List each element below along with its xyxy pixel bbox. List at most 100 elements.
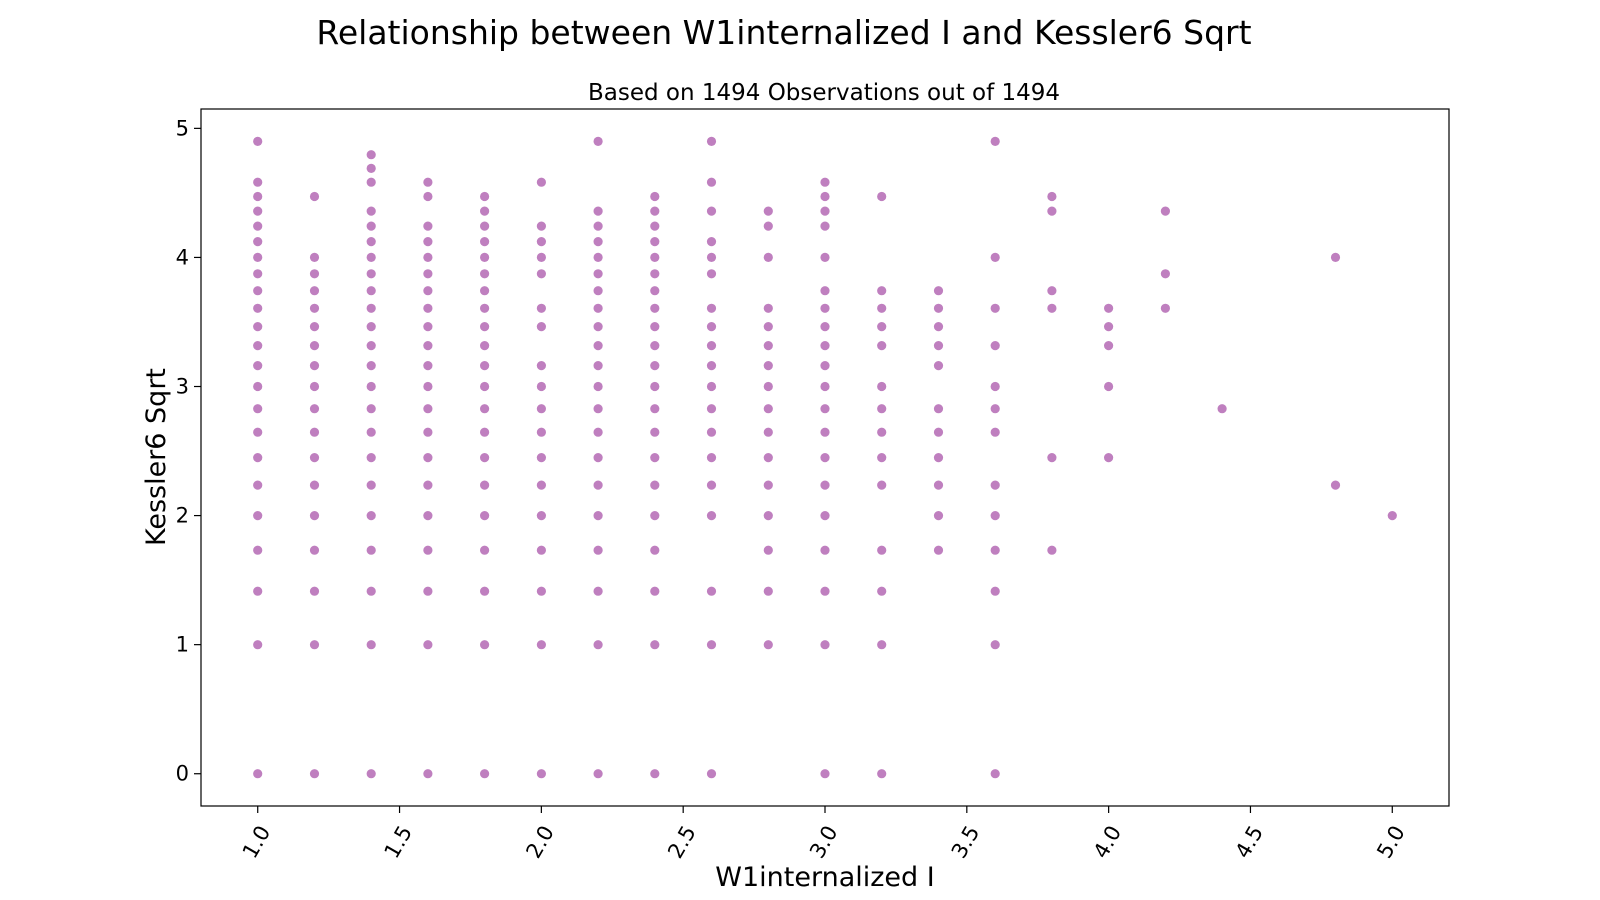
scatter-point — [820, 769, 830, 779]
scatter-point — [480, 404, 490, 414]
scatter-point — [706, 404, 717, 414]
scatter-point — [423, 341, 433, 351]
scatter-point — [480, 322, 490, 332]
scatter-point — [593, 404, 603, 414]
scatter-point — [763, 404, 773, 414]
scatter-point — [423, 510, 433, 521]
scatter-point — [650, 206, 660, 216]
scatter-point — [1047, 545, 1057, 555]
scatter-point — [650, 191, 660, 202]
scatter-point — [933, 427, 944, 437]
scatter-point — [309, 404, 320, 414]
scatter-point — [423, 586, 433, 596]
scatter-point — [309, 303, 320, 313]
scatter-point — [480, 221, 490, 231]
scatter-point — [480, 237, 490, 247]
scatter-point — [593, 237, 603, 247]
scatter-point — [366, 177, 376, 187]
scatter-point — [1104, 303, 1114, 313]
scatter-point — [253, 640, 263, 650]
scatter-point — [536, 510, 547, 521]
scatter-point — [480, 769, 490, 779]
scatter-point — [820, 221, 830, 231]
scatter-point — [366, 303, 376, 313]
scatter-point — [593, 136, 603, 146]
scatter-point — [820, 303, 830, 313]
scatter-point — [650, 404, 660, 414]
scatter-point — [366, 341, 376, 351]
scatter-point — [309, 381, 320, 392]
scatter-point — [253, 286, 263, 296]
scatter-point — [423, 381, 433, 392]
scatter-point — [650, 769, 660, 779]
scatter-point — [253, 586, 263, 596]
scatter-point — [536, 303, 547, 313]
scatter-point — [309, 510, 320, 521]
scatter-point — [990, 303, 1000, 313]
y-axis: 0 1 2 3 4 5 — [176, 116, 201, 786]
scatter-point — [366, 404, 376, 414]
scatter-point — [253, 381, 263, 392]
scatter-point — [820, 586, 830, 596]
scatter-point — [820, 453, 830, 463]
scatter-point — [1104, 453, 1114, 463]
scatter-point — [480, 480, 490, 490]
scatter-point — [309, 453, 320, 463]
scatter-point — [1047, 206, 1057, 216]
scatter-point — [877, 303, 887, 313]
scatter-point — [820, 361, 830, 371]
chart-subtitle: Based on 1494 Observations out of 1494 — [588, 80, 1060, 106]
scatter-point — [253, 237, 263, 247]
scatter-point — [650, 480, 660, 490]
scatter-point — [480, 286, 490, 296]
scatter-point — [366, 221, 376, 231]
scatter-point — [253, 303, 263, 313]
scatter-point — [423, 453, 433, 463]
y-tick-label: 2 — [176, 504, 189, 528]
scatter-point — [480, 269, 490, 279]
scatter-point — [763, 252, 773, 262]
scatter-point — [763, 206, 773, 216]
scatter-point — [1047, 191, 1057, 202]
scatter-point — [1387, 510, 1397, 521]
scatter-point — [706, 252, 717, 262]
scatter-point — [593, 545, 603, 555]
scatter-point — [253, 322, 263, 332]
scatter-point — [990, 510, 1000, 521]
scatter-point — [1160, 206, 1170, 216]
scatter-point — [763, 586, 773, 596]
scatter-point — [933, 404, 944, 414]
scatter-point — [536, 427, 547, 437]
scatter-point — [763, 510, 773, 521]
scatter-point — [423, 221, 433, 231]
scatter-point — [593, 480, 603, 490]
scatter-point — [877, 341, 887, 351]
scatter-point — [650, 286, 660, 296]
scatter-point — [366, 640, 376, 650]
scatter-point — [366, 206, 376, 216]
scatter-point — [366, 269, 376, 279]
scatter-point — [990, 341, 1000, 351]
scatter-point — [536, 381, 547, 392]
scatter-point — [593, 286, 603, 296]
scatter-point — [706, 381, 717, 392]
scatter-point — [650, 269, 660, 279]
scatter-point — [366, 586, 376, 596]
scatter-point — [309, 269, 320, 279]
scatter-point — [366, 361, 376, 371]
points-layer — [253, 136, 1397, 779]
scatter-point — [1047, 303, 1057, 313]
scatter-point — [536, 404, 547, 414]
scatter-point — [536, 545, 547, 555]
scatter-point — [763, 341, 773, 351]
scatter-point — [480, 586, 490, 596]
scatter-point — [706, 237, 717, 247]
scatter-point — [877, 404, 887, 414]
scatter-point — [706, 480, 717, 490]
scatter-point — [480, 303, 490, 313]
scatter-point — [650, 427, 660, 437]
scatter-point — [820, 427, 830, 437]
scatter-point — [309, 586, 320, 596]
scatter-point — [593, 322, 603, 332]
scatter-point — [933, 510, 944, 521]
